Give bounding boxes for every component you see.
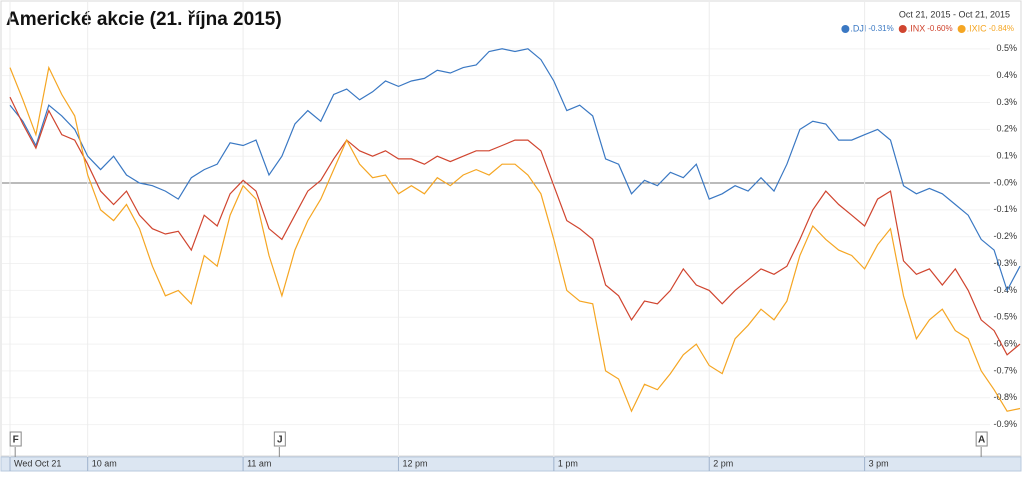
y-tick-label: -0.9%: [993, 419, 1017, 429]
flag-label: F: [13, 435, 19, 446]
legend-change: -0.31%: [868, 24, 893, 33]
y-tick-label: -0.1%: [993, 204, 1017, 214]
legend: -0.84%.IXIC -0.60%.INX -0.31%.DJI: [841, 23, 1014, 33]
x-tick-label: 2 pm: [713, 458, 733, 468]
chart-title: Americké akcie (21. října 2015): [6, 9, 282, 30]
legend-swatch: [957, 25, 966, 33]
y-tick-label: -0.7%: [993, 365, 1017, 375]
x-tick-label: 10 am: [92, 458, 117, 468]
x-tick-label: 12 pm: [402, 458, 427, 468]
x-tick-label: 11 am: [247, 458, 271, 468]
flag-box: [273, 431, 286, 447]
series-line: [9, 65, 1021, 413]
flag-box: [975, 431, 988, 447]
x-axis-strip: [0, 456, 1022, 472]
x-tick-label: 3 pm: [869, 458, 889, 468]
y-tick-label: 0.2%: [996, 124, 1017, 134]
annotation-flag: A: [975, 431, 988, 457]
y-tick-label: 0.5%: [996, 43, 1017, 53]
series-line: [9, 48, 1021, 292]
y-tick-label: -0.4%: [993, 285, 1017, 295]
flag-label: J: [277, 435, 283, 446]
date-range: Oct 21, 2015 - Oct 21, 2015: [899, 9, 1010, 19]
y-tick-label: -0.2%: [993, 231, 1017, 241]
legend-change: -0.60%: [927, 24, 952, 33]
legend-swatch: [898, 25, 907, 33]
annotation-flag: F: [9, 431, 22, 457]
x-tick-label: Wed Oct 21: [14, 458, 61, 468]
y-tick-label: -0.3%: [993, 258, 1017, 268]
legend-label: .IXIC: [967, 23, 988, 33]
y-tick-label: -0.0%: [993, 177, 1017, 187]
y-tick-label: -0.8%: [993, 392, 1017, 402]
y-tick-label: 0.1%: [996, 151, 1017, 161]
annotation-flag: J: [273, 431, 286, 457]
y-tick-label: 0.3%: [996, 97, 1017, 107]
legend-change: -0.84%: [989, 24, 1014, 33]
flag-box: [9, 431, 22, 447]
flag-label: A: [978, 435, 985, 446]
y-tick-label: -0.5%: [993, 312, 1017, 322]
legend-label: .DJI: [850, 23, 866, 33]
legend-swatch: [841, 25, 850, 33]
y-tick-label: 0.4%: [996, 70, 1017, 80]
plot-frame: [0, 0, 1022, 457]
series-line: [9, 96, 1021, 356]
x-tick-label: 1 pm: [558, 458, 578, 468]
y-tick-label: -0.6%: [993, 338, 1017, 348]
legend-label: .INX: [908, 23, 926, 33]
